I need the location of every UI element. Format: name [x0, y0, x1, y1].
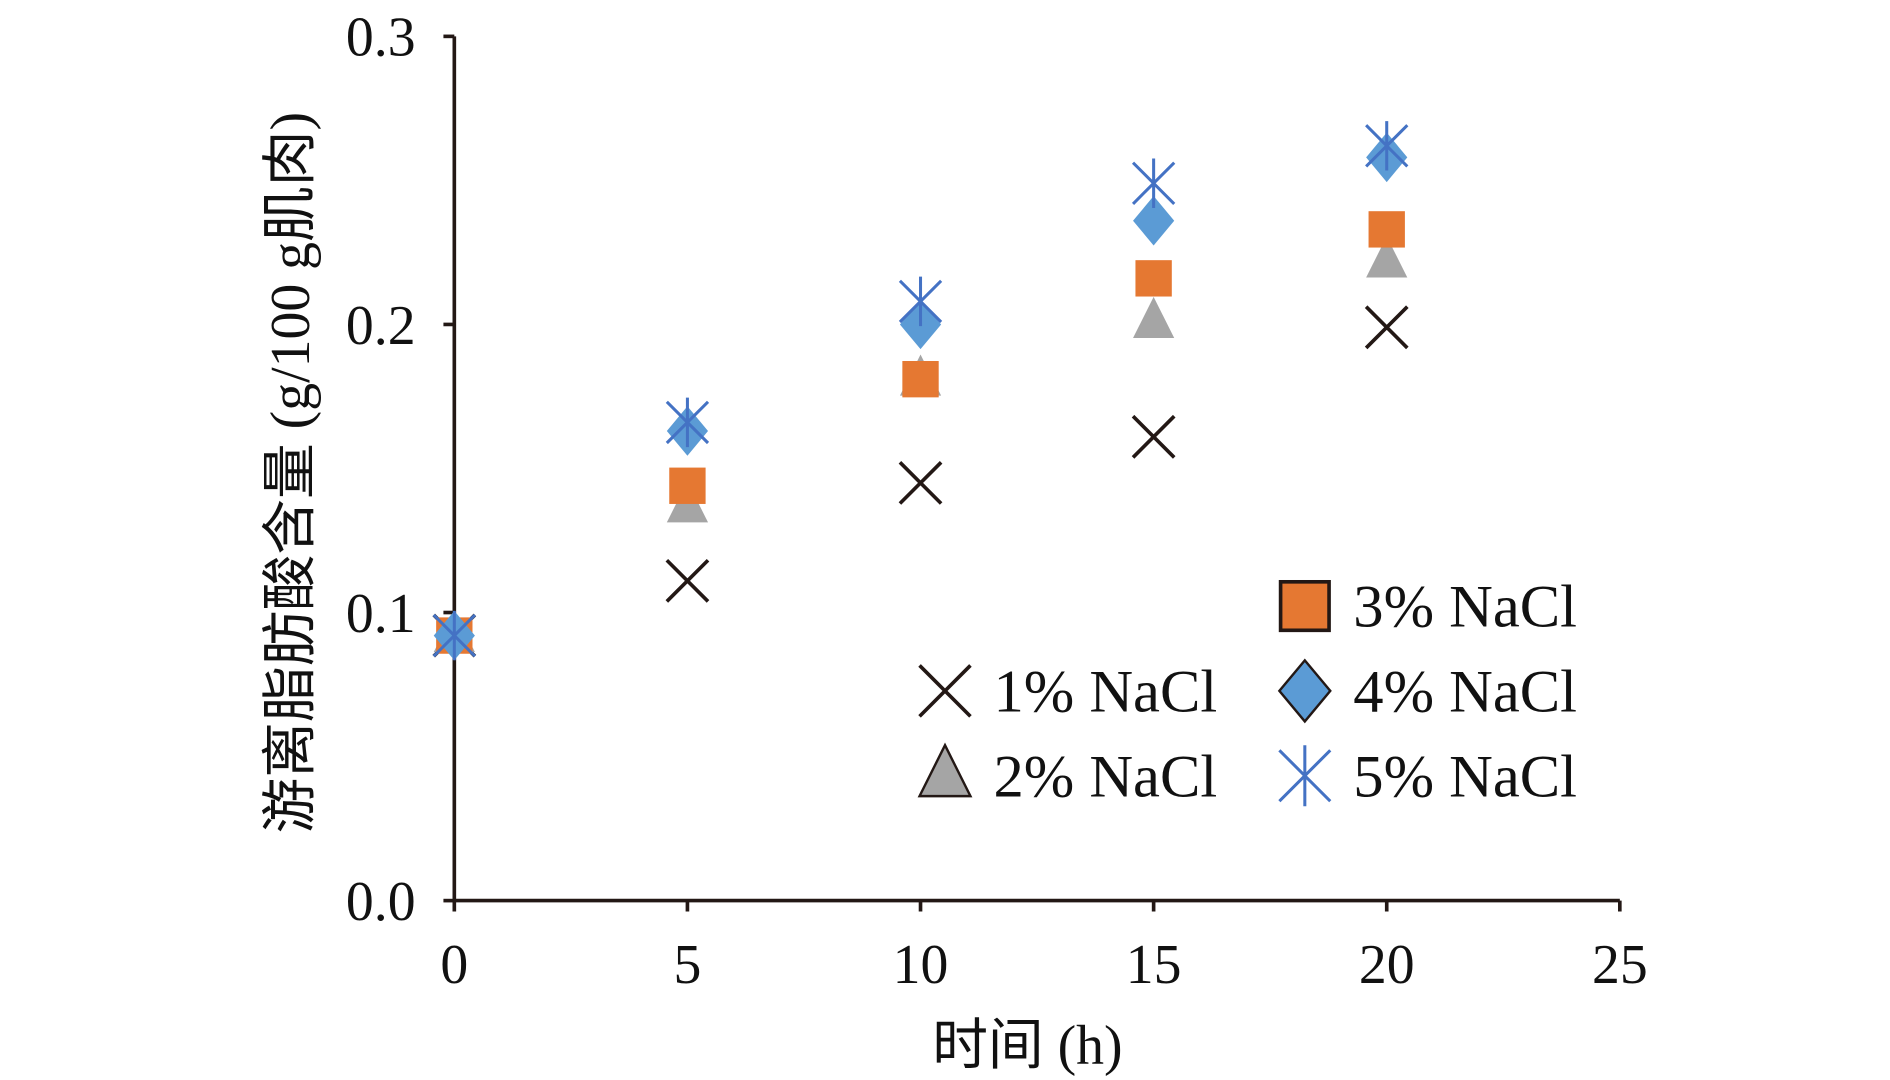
data-point-5nacl: [665, 397, 710, 448]
legend-label: 2% NaCl: [993, 743, 1217, 810]
y-tick-label: 0.0: [346, 871, 416, 933]
legend-label: 4% NaCl: [1353, 659, 1577, 726]
data-point-5nacl: [432, 610, 476, 661]
data-point-1nacl: [1364, 305, 1409, 350]
y-tick-label: 0.1: [346, 583, 416, 645]
data-point-3nacl: [1135, 260, 1172, 297]
data-point-5nacl: [1365, 121, 1409, 171]
data-point-3nacl: [1368, 211, 1405, 248]
data-point-2nacl: [1133, 296, 1175, 339]
data-point-5nacl: [1131, 158, 1176, 209]
legend-label: 5% NaCl: [1353, 743, 1577, 810]
legend-marker: [1278, 580, 1331, 633]
legend-marker: [917, 742, 973, 798]
legend-marker: [1278, 745, 1332, 807]
data-point-3nacl: [902, 360, 939, 398]
data-point-1nacl: [898, 460, 943, 505]
x-axis-label: 时间 (h): [932, 1015, 1122, 1077]
legend-label: 3% NaCl: [1353, 574, 1577, 641]
x-tick-label: 5: [673, 934, 701, 996]
axes: 0.0 0.1 0.2 0.3 0 5 10 15 20 25: [346, 7, 1648, 996]
data-point-3nacl: [669, 467, 706, 504]
x-tick-label: 10: [893, 934, 949, 996]
x-tick-label: 20: [1359, 934, 1415, 996]
x-tick-label: 0: [440, 934, 468, 996]
legend: 1% NaCl 2% NaCl 3% NaCl 4% NaCl 5% NaCl: [917, 574, 1577, 810]
legend-marker: [918, 664, 972, 718]
y-tick-label: 0.2: [346, 295, 416, 357]
data-point-5nacl: [898, 276, 943, 327]
x-tick-label: 25: [1592, 934, 1648, 996]
data-point-1nacl: [1131, 414, 1176, 459]
y-tick-label: 0.3: [346, 7, 416, 69]
data-point-1nacl: [665, 558, 710, 603]
data-point-2nacl: [1366, 236, 1408, 278]
y-axis-label: 游离脂肪酸含量 (g/100 g肌肉): [260, 112, 322, 834]
legend-marker: [1277, 658, 1332, 724]
legend-label: 1% NaCl: [993, 659, 1217, 726]
data-marks: [432, 121, 1409, 661]
data-point-4nacl: [1133, 196, 1175, 246]
x-tick-label: 15: [1126, 934, 1182, 996]
